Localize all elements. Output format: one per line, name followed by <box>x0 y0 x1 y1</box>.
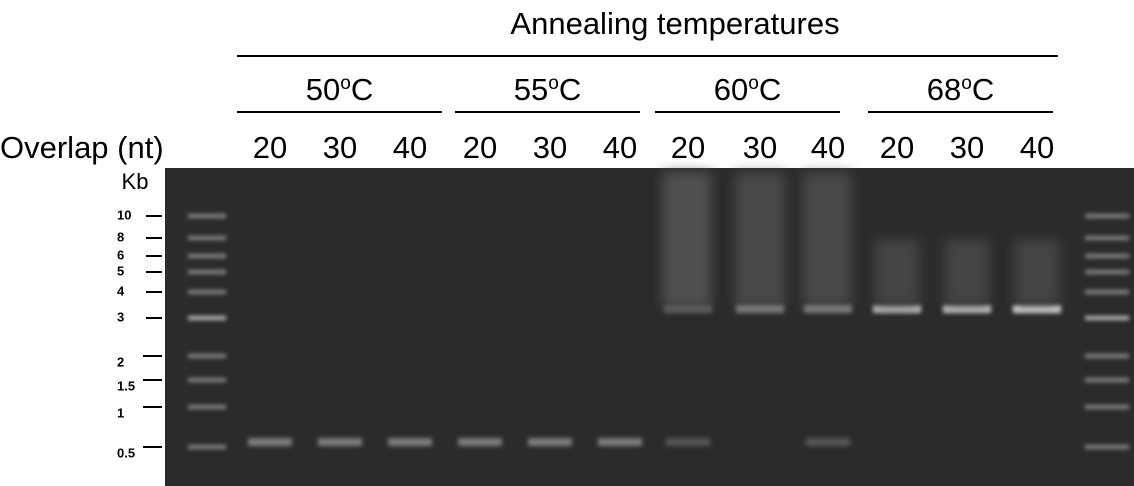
lane-label: 40 <box>811 130 845 165</box>
smear <box>1015 240 1059 305</box>
marker-band <box>1085 290 1129 294</box>
smear <box>945 240 989 305</box>
group-label: 60oC <box>714 72 781 107</box>
band <box>318 438 362 446</box>
band <box>664 305 712 313</box>
smear <box>663 172 711 307</box>
gel <box>165 168 1134 486</box>
group-label: 55oC <box>514 72 581 107</box>
group-label-degree: o <box>961 73 972 94</box>
smear <box>735 172 785 307</box>
band <box>598 438 642 446</box>
marker-band <box>188 254 226 258</box>
band <box>806 438 850 446</box>
marker-band <box>188 378 226 382</box>
lane-label: 20 <box>671 130 705 165</box>
band <box>804 305 852 313</box>
marker-band <box>188 445 226 449</box>
ladder-unit: Kb <box>122 169 149 194</box>
marker-band <box>188 354 226 358</box>
group-label-unit: C <box>972 72 994 107</box>
ladder-label: 3 <box>117 309 124 324</box>
lane-label: 20 <box>880 130 914 165</box>
marker-band <box>188 214 226 218</box>
group-label-unit: C <box>559 72 581 107</box>
group-label-unit: C <box>759 72 781 107</box>
marker-band <box>1085 214 1129 218</box>
marker-band <box>188 236 226 240</box>
lane-label: 20 <box>253 130 287 165</box>
ladder-label: 6 <box>117 247 124 262</box>
ladder-label: 2 <box>117 354 124 369</box>
marker-band <box>188 270 226 274</box>
lane-label: 30 <box>950 130 984 165</box>
ladder-label: 1.5 <box>117 378 135 393</box>
marker-band <box>1085 316 1129 320</box>
title: Annealing temperatures <box>510 6 839 41</box>
band <box>943 305 991 313</box>
row-label: Overlap (nt) <box>0 130 164 165</box>
band <box>458 438 502 446</box>
ladder-label: 1 <box>117 405 124 420</box>
lane-label: 40 <box>393 130 427 165</box>
lane-label: 20 <box>463 130 497 165</box>
marker-band <box>188 290 226 294</box>
ladder-label: 8 <box>117 229 124 244</box>
group-label-unit: C <box>351 72 373 107</box>
lane-label: 30 <box>743 130 777 165</box>
group-label-value: 50 <box>306 72 340 107</box>
marker-band <box>1085 445 1129 449</box>
lane-label: 40 <box>603 130 637 165</box>
band <box>528 438 572 446</box>
band <box>248 438 292 446</box>
group-label-value: 68 <box>927 72 961 107</box>
marker-band <box>1085 354 1129 358</box>
marker-band <box>188 405 226 409</box>
marker-band <box>1085 378 1129 382</box>
marker-band <box>1085 270 1129 274</box>
group-label-degree: o <box>340 73 351 94</box>
marker-band <box>1085 405 1129 409</box>
figure: Annealing temperatures Overlap (nt) Kb 5… <box>0 0 1134 486</box>
lane-label: 30 <box>533 130 567 165</box>
group-label-degree: o <box>748 73 759 94</box>
group-label-value: 55 <box>514 72 548 107</box>
ladder-label: 10 <box>117 207 131 222</box>
ladder-label: 5 <box>117 263 124 278</box>
band <box>873 305 921 313</box>
band <box>666 438 710 446</box>
band <box>736 305 784 313</box>
marker-band <box>1085 254 1129 258</box>
group-label-value: 60 <box>714 72 748 107</box>
smear <box>875 240 919 305</box>
band <box>388 438 432 446</box>
lane-label: 40 <box>1020 130 1054 165</box>
band <box>1013 305 1061 313</box>
group-label: 50oC <box>306 72 373 107</box>
marker-band <box>188 316 226 320</box>
ladder-label: 4 <box>117 283 125 298</box>
smear <box>803 172 851 307</box>
group-label: 68oC <box>927 72 994 107</box>
ladder-label: 0.5 <box>117 445 135 460</box>
lane-label: 30 <box>323 130 357 165</box>
marker-band <box>1085 236 1129 240</box>
group-label-degree: o <box>548 73 559 94</box>
